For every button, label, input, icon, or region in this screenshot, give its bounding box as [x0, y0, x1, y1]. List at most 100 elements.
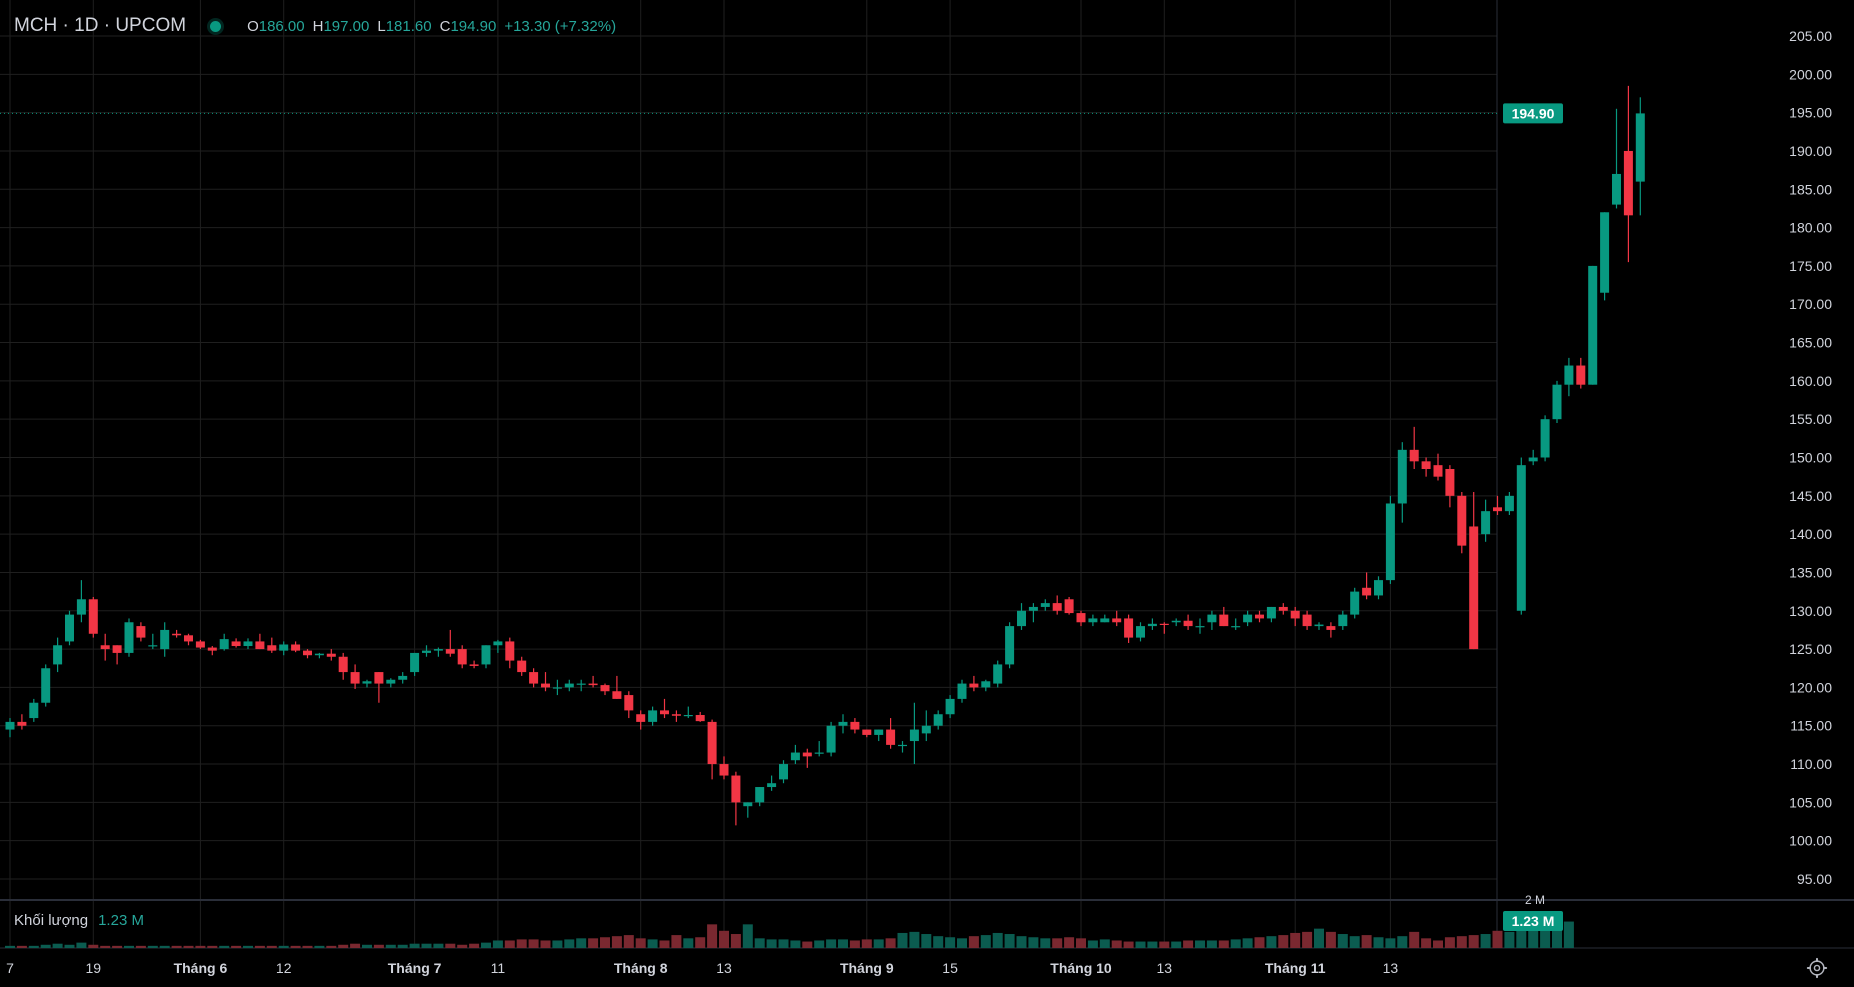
volume-bar	[1064, 937, 1075, 948]
candle-body	[445, 649, 455, 654]
candle-body	[279, 644, 289, 651]
candle-body	[1171, 620, 1181, 623]
price-tick-label: 145.00	[1789, 488, 1832, 504]
candle-body	[802, 752, 812, 757]
candle-body	[576, 683, 586, 685]
candle-body	[65, 614, 74, 642]
candle-body	[195, 641, 205, 648]
candle-body	[707, 721, 717, 765]
volume-bar	[195, 945, 206, 948]
volume-bar	[1206, 940, 1217, 948]
volume-bar	[1456, 936, 1467, 948]
volume-bar	[1504, 931, 1515, 948]
candle-body	[207, 647, 217, 651]
candle-body	[529, 672, 539, 684]
candle-body	[493, 641, 503, 646]
candle-body	[826, 725, 836, 753]
volume-bar	[159, 945, 170, 948]
volume-bar	[1278, 935, 1289, 948]
candle-body	[88, 599, 98, 634]
volume-bar	[147, 945, 158, 948]
candle-body	[517, 660, 527, 673]
candle-body	[1076, 613, 1086, 623]
volume-bar	[481, 942, 491, 948]
volume-bar	[814, 940, 825, 948]
candle-body	[564, 683, 574, 688]
price-tick-label: 205.00	[1789, 28, 1832, 44]
candle-body	[612, 691, 622, 699]
volume-bar	[64, 944, 75, 948]
volume-bar	[469, 943, 480, 948]
volume-bar	[1433, 940, 1443, 948]
volume-bar	[730, 934, 741, 948]
volume-bar	[1040, 938, 1051, 948]
candle-body	[1421, 461, 1431, 469]
candle-body	[267, 645, 277, 651]
candle-body	[755, 787, 765, 803]
price-tick-label: 175.00	[1789, 258, 1832, 274]
volume-bar	[421, 943, 432, 948]
volume-bar	[1385, 938, 1396, 948]
price-tick-label: 135.00	[1789, 564, 1832, 580]
volume-bar	[1230, 939, 1241, 948]
candle-body	[1231, 626, 1241, 628]
price-tick-label: 110.00	[1790, 756, 1832, 772]
candle-body	[481, 645, 491, 665]
volume-bar	[40, 944, 51, 948]
candle-body	[1445, 468, 1455, 496]
candle-body	[552, 687, 562, 689]
volume-bar	[1052, 938, 1063, 948]
candle-body	[1266, 606, 1276, 619]
price-tick-label: 195.00	[1789, 105, 1832, 121]
gear-icon[interactable]	[1806, 957, 1828, 979]
candle-body	[100, 645, 110, 650]
volume-label[interactable]: Khối lượng	[14, 912, 89, 929]
candle-body	[636, 714, 646, 722]
volume-bar	[112, 945, 123, 948]
volume-bar	[1111, 940, 1122, 948]
candle-body	[338, 656, 348, 673]
last-price-badge	[1503, 103, 1563, 124]
volume-bar	[302, 945, 313, 948]
candle-body	[1326, 626, 1336, 630]
candle-body	[945, 698, 955, 715]
volume-bar	[135, 945, 146, 948]
candle-body	[17, 721, 27, 726]
symbol-title[interactable]: MCH · 1D · UPCOM	[14, 15, 187, 36]
volume-bar	[362, 944, 372, 948]
volume-bar	[1552, 921, 1562, 948]
high-value: 197.00	[323, 17, 370, 35]
volume-bar	[1147, 941, 1158, 948]
time-tick-label: Tháng 8	[614, 960, 668, 976]
candle-body	[767, 783, 777, 788]
volume-bar	[76, 942, 87, 948]
candle-body	[1147, 623, 1157, 627]
candle-body	[862, 729, 872, 735]
candle-body	[291, 644, 301, 651]
volume-bar	[1135, 941, 1146, 948]
price-tick-label: 105.00	[1789, 794, 1832, 810]
candle-body	[374, 672, 384, 684]
volume-bar	[504, 940, 515, 948]
candle-body	[1183, 620, 1193, 627]
last-price-label: 194.90	[1512, 105, 1555, 121]
close-label: C	[439, 17, 451, 35]
candle-body	[1136, 626, 1145, 638]
candle-body	[386, 679, 396, 684]
volume-bar	[1337, 934, 1348, 948]
candle-body	[1469, 526, 1479, 650]
price-tick-label: 155.00	[1789, 411, 1832, 427]
volume-bar	[243, 945, 253, 948]
candle-body	[1374, 580, 1383, 596]
price-tick-label: 170.00	[1789, 296, 1832, 312]
candle-body	[1457, 495, 1467, 546]
volume-bar	[992, 932, 1003, 948]
open-label: O	[247, 17, 259, 35]
volume-bar	[588, 938, 599, 948]
candle-body	[648, 710, 658, 722]
volume-bar	[552, 940, 563, 948]
volume-legend: Khối lượng 1.23 M	[14, 912, 144, 929]
candle-body	[1350, 591, 1360, 615]
volume-bar	[528, 939, 539, 948]
